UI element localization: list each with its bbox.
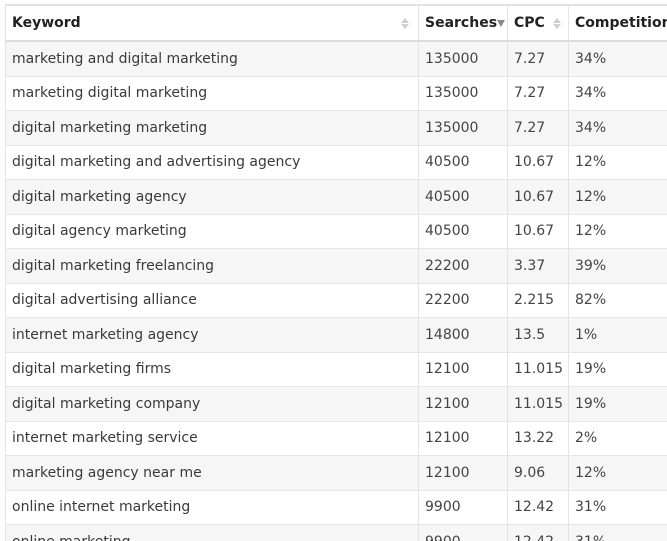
column-header-keyword-label: Keyword bbox=[12, 15, 81, 31]
table-row[interactable]: digital marketing marketing 135000 7.27 … bbox=[5, 110, 667, 145]
searches-cell: 22200 bbox=[418, 248, 508, 283]
cpc-cell: 7.27 bbox=[507, 40, 569, 76]
table-row[interactable]: marketing and digital marketing 135000 7… bbox=[5, 40, 667, 76]
table-body: marketing and digital marketing 135000 7… bbox=[5, 40, 667, 541]
cpc-cell: 3.37 bbox=[507, 248, 569, 283]
cpc-cell: 10.67 bbox=[507, 179, 569, 214]
keyword-cell[interactable]: digital marketing and advertising agency bbox=[5, 144, 419, 180]
competition-cell: 2% bbox=[568, 420, 667, 456]
searches-cell: 40500 bbox=[418, 144, 508, 180]
sort-descending-icon[interactable] bbox=[497, 16, 506, 30]
table-row[interactable]: marketing agency near me 12100 9.06 12% bbox=[5, 455, 667, 490]
cpc-cell: 10.67 bbox=[507, 144, 569, 180]
keyword-cell[interactable]: online marketing bbox=[5, 524, 419, 541]
searches-cell: 40500 bbox=[418, 179, 508, 214]
table-row[interactable]: digital marketing freelancing 22200 3.37… bbox=[5, 248, 667, 283]
searches-cell: 9900 bbox=[418, 489, 508, 525]
cpc-cell: 11.015 bbox=[507, 351, 569, 387]
competition-cell: 34% bbox=[568, 75, 667, 111]
competition-cell: 19% bbox=[568, 351, 667, 387]
keyword-cell[interactable]: marketing agency near me bbox=[5, 455, 419, 490]
searches-cell: 12100 bbox=[418, 420, 508, 456]
searches-cell: 135000 bbox=[418, 110, 508, 145]
competition-cell: 12% bbox=[568, 144, 667, 180]
cpc-cell: 12.42 bbox=[507, 524, 569, 541]
keyword-cell[interactable]: marketing and digital marketing bbox=[5, 40, 419, 76]
cpc-cell: 2.215 bbox=[507, 282, 569, 318]
keyword-cell[interactable]: digital marketing firms bbox=[5, 351, 419, 387]
competition-cell: 34% bbox=[568, 110, 667, 145]
table-header: Keyword Searches CPC bbox=[5, 4, 667, 42]
competition-cell: 34% bbox=[568, 40, 667, 76]
keyword-cell[interactable]: internet marketing service bbox=[5, 420, 419, 456]
sort-unsorted-icon[interactable] bbox=[552, 16, 561, 30]
table-row[interactable]: digital marketing and advertising agency… bbox=[5, 144, 667, 180]
searches-cell: 135000 bbox=[418, 75, 508, 111]
column-header-cpc[interactable]: CPC bbox=[507, 4, 569, 42]
competition-cell: 82% bbox=[568, 282, 667, 318]
sort-unsorted-icon[interactable] bbox=[400, 16, 410, 30]
column-header-keyword[interactable]: Keyword bbox=[5, 4, 419, 42]
keyword-table: Keyword Searches CPC bbox=[5, 4, 667, 541]
table-row[interactable]: online internet marketing 9900 12.42 31% bbox=[5, 489, 667, 525]
cpc-cell: 13.22 bbox=[507, 420, 569, 456]
table-row[interactable]: internet marketing service 12100 13.22 2… bbox=[5, 420, 667, 456]
table-row[interactable]: internet marketing agency 14800 13.5 1% bbox=[5, 317, 667, 352]
table-row[interactable]: digital marketing company 12100 11.015 1… bbox=[5, 386, 667, 421]
cpc-cell: 13.5 bbox=[507, 317, 569, 352]
competition-cell: 39% bbox=[568, 248, 667, 283]
competition-cell: 12% bbox=[568, 455, 667, 490]
cpc-cell: 9.06 bbox=[507, 455, 569, 490]
column-header-competition-label: Competition bbox=[575, 15, 667, 31]
competition-cell: 12% bbox=[568, 179, 667, 214]
searches-cell: 12100 bbox=[418, 455, 508, 490]
keyword-cell[interactable]: digital marketing agency bbox=[5, 179, 419, 214]
competition-cell: 31% bbox=[568, 489, 667, 525]
cpc-cell: 7.27 bbox=[507, 110, 569, 145]
competition-cell: 1% bbox=[568, 317, 667, 352]
keyword-cell[interactable]: digital agency marketing bbox=[5, 213, 419, 249]
table-row[interactable]: digital marketing agency 40500 10.67 12% bbox=[5, 179, 667, 214]
table-row[interactable]: digital advertising alliance 22200 2.215… bbox=[5, 282, 667, 318]
keyword-cell[interactable]: internet marketing agency bbox=[5, 317, 419, 352]
table-row[interactable]: online marketing 9900 12.42 31% bbox=[5, 524, 667, 541]
keyword-cell[interactable]: digital marketing freelancing bbox=[5, 248, 419, 283]
column-header-searches-label: Searches bbox=[425, 15, 498, 31]
competition-cell: 19% bbox=[568, 386, 667, 421]
searches-cell: 14800 bbox=[418, 317, 508, 352]
keyword-cell[interactable]: digital marketing company bbox=[5, 386, 419, 421]
competition-cell: 12% bbox=[568, 213, 667, 249]
table-row[interactable]: digital marketing firms 12100 11.015 19% bbox=[5, 351, 667, 387]
searches-cell: 22200 bbox=[418, 282, 508, 318]
column-header-competition[interactable]: Competition bbox=[568, 4, 667, 42]
searches-cell: 12100 bbox=[418, 386, 508, 421]
cpc-cell: 11.015 bbox=[507, 386, 569, 421]
searches-cell: 9900 bbox=[418, 524, 508, 541]
keyword-cell[interactable]: online internet marketing bbox=[5, 489, 419, 525]
keyword-cell[interactable]: marketing digital marketing bbox=[5, 75, 419, 111]
searches-cell: 40500 bbox=[418, 213, 508, 249]
searches-cell: 12100 bbox=[418, 351, 508, 387]
table-row[interactable]: digital agency marketing 40500 10.67 12% bbox=[5, 213, 667, 249]
keyword-cell[interactable]: digital advertising alliance bbox=[5, 282, 419, 318]
searches-cell: 135000 bbox=[418, 40, 508, 76]
column-header-searches[interactable]: Searches bbox=[418, 4, 508, 42]
keyword-cell[interactable]: digital marketing marketing bbox=[5, 110, 419, 145]
header-row: Keyword Searches CPC bbox=[5, 4, 667, 42]
table-row[interactable]: marketing digital marketing 135000 7.27 … bbox=[5, 75, 667, 111]
cpc-cell: 7.27 bbox=[507, 75, 569, 111]
competition-cell: 31% bbox=[568, 524, 667, 541]
cpc-cell: 12.42 bbox=[507, 489, 569, 525]
cpc-cell: 10.67 bbox=[507, 213, 569, 249]
column-header-cpc-label: CPC bbox=[514, 15, 545, 31]
